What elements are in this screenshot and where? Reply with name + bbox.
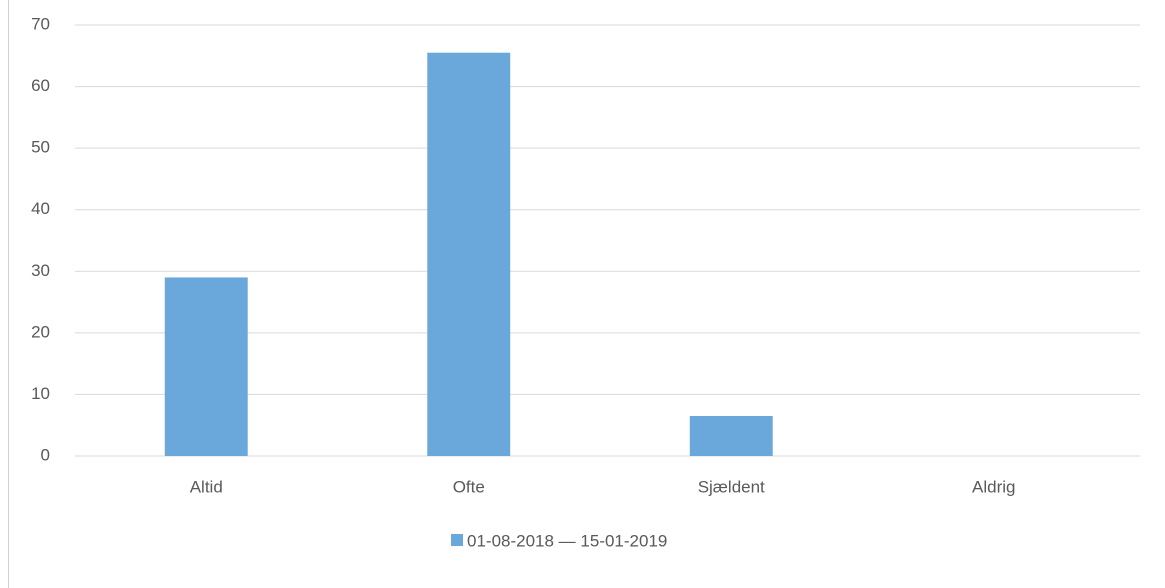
x-tick-label: Ofte xyxy=(453,477,485,496)
y-tick-label: 70 xyxy=(31,14,50,33)
x-tick-label: Aldrig xyxy=(972,477,1015,496)
y-tick-label: 40 xyxy=(31,199,50,218)
y-tick-label: 60 xyxy=(31,76,50,95)
legend-swatch xyxy=(451,534,463,546)
bar xyxy=(164,277,248,456)
y-tick-label: 20 xyxy=(31,322,50,341)
x-tick-label: Sjældent xyxy=(698,477,765,496)
bar xyxy=(427,52,511,456)
legend-label: 01-08-2018 — 15-01-2019 xyxy=(467,531,667,550)
y-tick-label: 0 xyxy=(41,445,50,464)
y-tick-label: 10 xyxy=(31,384,50,403)
y-tick-label: 50 xyxy=(31,138,50,157)
bar xyxy=(689,415,773,456)
x-tick-label: Altid xyxy=(190,477,223,496)
y-tick-label: 30 xyxy=(31,261,50,280)
